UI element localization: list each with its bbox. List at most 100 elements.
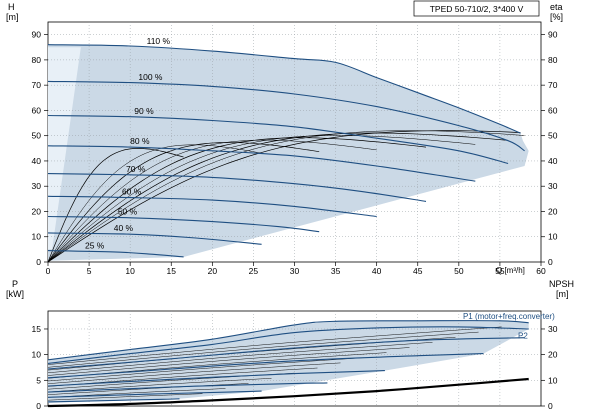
power-y-tick-label: 0	[36, 401, 41, 411]
head-curve-label: 25 %	[85, 240, 105, 250]
eta-y-tick-label: 90	[548, 30, 558, 40]
flow-x-tick-label: 0	[46, 266, 51, 276]
head-curve-label: 70 %	[126, 164, 146, 174]
flow-axis-label: Q [m³/h]	[496, 266, 525, 275]
head-curve	[47, 173, 427, 202]
head-curve	[47, 80, 525, 152]
eta-y-tick-label: 80	[548, 55, 558, 65]
flow-x-tick-label: 40	[372, 266, 382, 276]
power-fan-line	[47, 342, 433, 374]
power-curve	[47, 326, 529, 364]
head-y-tick-label: 20	[32, 206, 42, 216]
head-operating-region	[48, 44, 529, 261]
head-y-tick-label: 30	[32, 181, 42, 191]
power-curve	[47, 337, 525, 370]
head-axis-unit: [m]	[6, 12, 19, 22]
head-curve-label: 110 %	[147, 36, 171, 46]
efficiency-curve	[47, 135, 476, 263]
flow-x-tick-label: 20	[208, 266, 218, 276]
eta-y-tick-label: 70	[548, 80, 558, 90]
npsh-y-tick-label: 30	[548, 324, 558, 334]
power-curve	[47, 390, 262, 398]
head-curves	[47, 44, 525, 258]
eta-y-ticks: 0 10 20 30 40 50 60 70 80 90	[541, 30, 558, 267]
eta-y-tick-label: 40	[548, 156, 558, 166]
efficiency-curve	[47, 148, 184, 263]
eta-axis-unit: [%]	[550, 12, 563, 22]
power-curve	[47, 398, 180, 403]
power-fan-line	[47, 331, 479, 368]
head-y-tick-label: 80	[32, 55, 42, 65]
flow-x-tick-label: 10	[125, 266, 135, 276]
eta-y-tick-label: 20	[548, 206, 558, 216]
npsh-y-tick-label: 0	[548, 401, 553, 411]
head-curve	[47, 145, 476, 182]
npsh-curve	[47, 377, 529, 408]
power-y-tick-label: 15	[32, 324, 42, 334]
power-fan-line	[47, 378, 272, 393]
eta-y-tick-label: 60	[548, 105, 558, 115]
power-fan-line	[47, 357, 364, 382]
head-curve-label: 50 %	[118, 207, 138, 217]
power-panel: 0 5 10 15 0 10 20 30 P1 (motor+freq.converter)…	[6, 279, 574, 411]
efficiency-curves	[47, 130, 525, 263]
npsh-axis-unit: [m]	[556, 289, 569, 299]
flow-x-tick-label: 15	[167, 266, 177, 276]
flow-x-tick-label: 55	[495, 266, 505, 276]
npsh-y-tick-label: 20	[548, 350, 558, 360]
flow-x-tick-label: 25	[249, 266, 259, 276]
eta-axis-label: eta	[550, 2, 563, 12]
flow-x-tick-label: 35	[331, 266, 341, 276]
power-y-tick-label: 10	[32, 350, 42, 360]
power-fan-line	[47, 393, 203, 401]
head-y-tick-label: 0	[36, 257, 41, 267]
flow-x-tick-label: 30	[290, 266, 300, 276]
eta-y-tick-label: 30	[548, 181, 558, 191]
eta-y-tick-label: 10	[548, 232, 558, 242]
npsh-y-ticks: 0 10 20 30	[541, 324, 558, 411]
power-y-tick-label: 5	[36, 375, 41, 385]
power-fan-line	[47, 326, 502, 365]
power-y-ticks: 0 5 10 15	[32, 324, 48, 411]
power-operating-region	[48, 320, 529, 403]
flow-x-tick-label: 50	[454, 266, 464, 276]
chart-title: TPED 50-710/2, 3*400 V	[430, 4, 524, 14]
power-curve	[47, 353, 484, 379]
head-region-fill	[48, 44, 529, 261]
power-fan-line	[47, 347, 410, 376]
legend-p2: P2	[518, 332, 528, 341]
head-curve-label: 80 %	[130, 136, 150, 146]
power-curve	[47, 370, 385, 387]
legend-p1: P1 (motor+freq.converter)	[463, 312, 555, 321]
efficiency-curve	[47, 130, 525, 263]
power-legend: P1 (motor+freq.converter) P2	[463, 312, 555, 341]
efficiency-curve	[47, 139, 377, 263]
head-y-ticks: 0 10 20 30 40 50 60 70 80 90	[32, 30, 48, 267]
head-curve	[47, 232, 262, 245]
power-curve	[47, 382, 328, 393]
power-region-fill	[48, 320, 529, 403]
efficiency-curve	[47, 142, 320, 263]
flow-x-ticks: 0 5 10 15 20 25 30 35 40 45 50 55 60	[46, 262, 546, 276]
head-y-tick-label: 70	[32, 80, 42, 90]
flow-x-tick-label: 45	[413, 266, 423, 276]
power-axis-label: P	[12, 279, 18, 289]
npsh-y-tick-label: 10	[548, 375, 558, 385]
head-curve-label: 100 %	[138, 72, 163, 82]
head-curve-label: 60 %	[122, 186, 142, 196]
power-axis-unit: [kW]	[6, 289, 24, 299]
npsh-axis-label: NPSH	[549, 279, 574, 289]
head-axis-label: H	[8, 2, 15, 12]
head-y-tick-label: 90	[32, 30, 42, 40]
head-region-highlight	[48, 47, 81, 250]
head-curve-label: 90 %	[134, 106, 154, 116]
head-curve	[47, 250, 184, 258]
head-panel: 110 % 100 % 90 % 80 % 70 % 60 % 50 % 40 % 25 % 0…	[6, 0, 563, 276]
head-curve	[47, 44, 521, 134]
power-fan-line	[47, 383, 249, 395]
power-fan-line	[47, 362, 341, 384]
eta-y-tick-label: 0	[548, 257, 553, 267]
head-y-tick-label: 60	[32, 105, 42, 115]
eta-y-tick-label: 50	[548, 131, 558, 141]
head-curve	[47, 215, 320, 233]
